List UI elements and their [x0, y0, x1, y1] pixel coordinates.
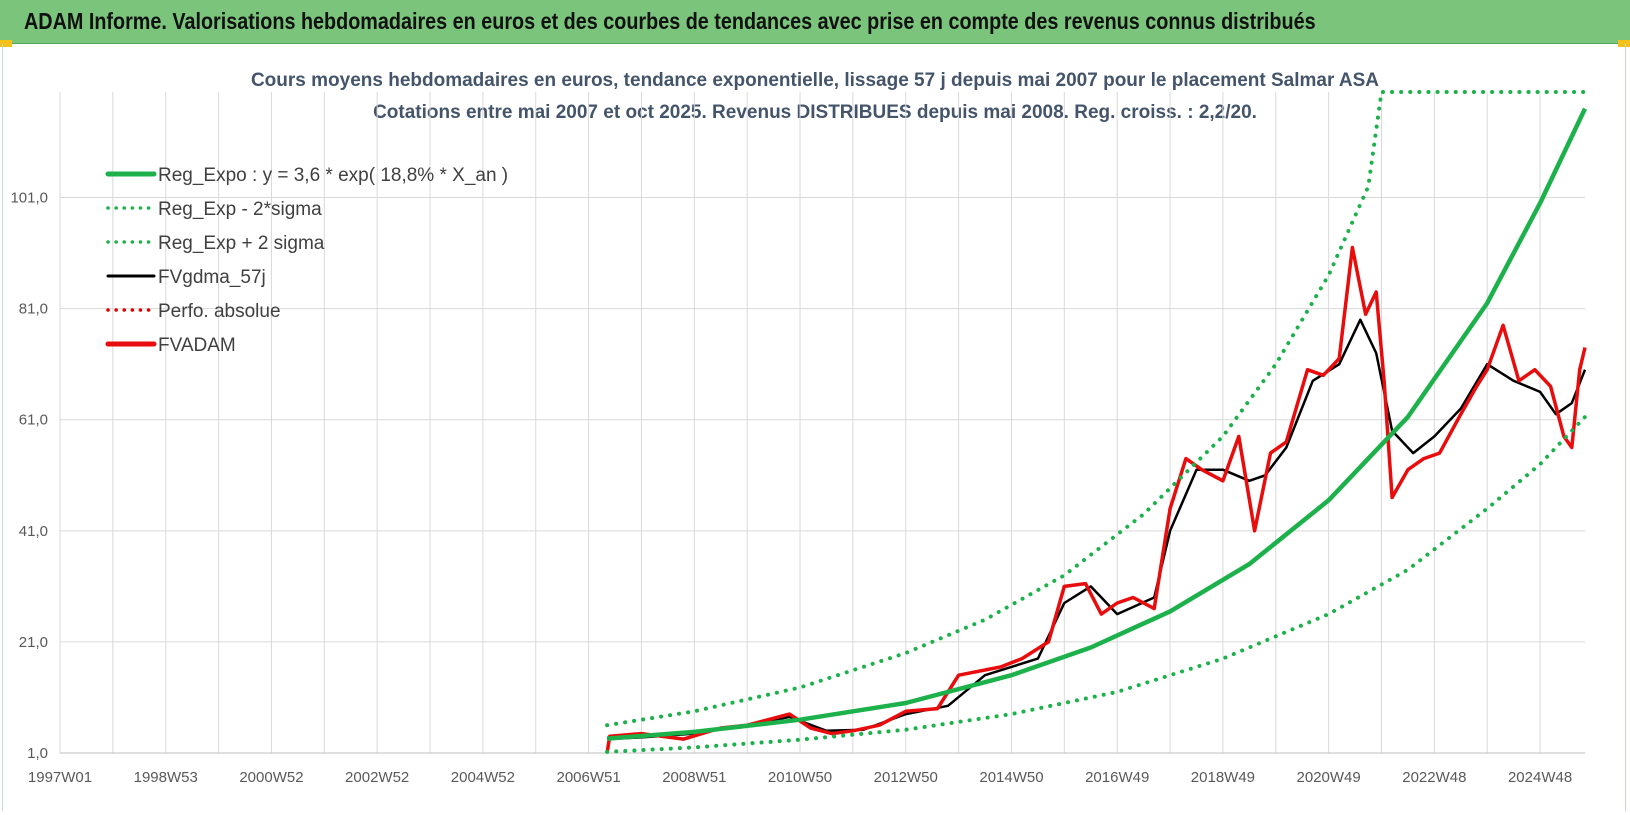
x-tick-label: 2024W48	[1508, 769, 1572, 786]
report-header: ADAM Informe. Valorisations hebdomadaire…	[0, 0, 1630, 44]
y-tick-label: 101,0	[10, 190, 48, 207]
legend: Reg_Expo : y = 3,6 * exp( 18,8% * X_an )…	[105, 165, 508, 356]
reg-exp-minus-2sigma-line	[605, 414, 1587, 754]
y-tick-label: 81,0	[19, 301, 48, 318]
x-tick-label: 2006W51	[556, 769, 620, 786]
x-tick-label: 2010W50	[768, 769, 832, 786]
x-tick-label: 2012W50	[874, 769, 938, 786]
x-tick-label: 2008W51	[662, 769, 726, 786]
x-tick-label: 1998W53	[134, 769, 198, 786]
legend-label: Reg_Expo : y = 3,6 * exp( 18,8% * X_an )	[158, 165, 508, 186]
legend-label: Reg_Exp - 2*sigma	[158, 199, 322, 220]
x-tick-label: 2004W52	[451, 769, 515, 786]
reg-exp-plus-2sigma-line	[605, 90, 1587, 728]
corner-marker-left	[0, 40, 12, 47]
y-tick-label: 1,0	[27, 745, 48, 762]
chart-title: Cours moyens hebdomadaires en euros, ten…	[251, 70, 1379, 91]
x-tick-label: 2020W49	[1297, 769, 1361, 786]
legend-label: FVgdma_57j	[158, 267, 266, 288]
legend-label: Perfo. absolue	[158, 301, 281, 322]
report-title: ADAM Informe. Valorisations hebdomadaire…	[24, 8, 1316, 34]
x-tick-label: 2022W48	[1402, 769, 1466, 786]
legend-label: FVADAM	[158, 335, 236, 356]
x-tick-label: 2002W52	[345, 769, 409, 786]
x-tick-label: 2014W50	[979, 769, 1043, 786]
fvadam-line	[605, 245, 1587, 754]
y-tick-label: 41,0	[19, 523, 48, 540]
x-tick-label: 2016W49	[1085, 769, 1149, 786]
series-group	[605, 90, 1588, 754]
corner-marker-right	[1618, 40, 1630, 47]
x-tick-label: 2018W49	[1191, 769, 1255, 786]
chart-frame	[2, 44, 1626, 811]
axis-labels: 1,0 21,0 41,0 61,0 81,0 101,0 1997W01 1998W53 20…	[10, 190, 1572, 786]
chart-subtitle: Cotations entre mai 2007 et oct 2025. Re…	[373, 102, 1257, 123]
reg-expo-line	[606, 107, 1588, 741]
x-tick-label: 1997W01	[28, 769, 92, 786]
x-tick-label: 2000W52	[239, 769, 303, 786]
gridlines	[59, 92, 1585, 754]
y-tick-label: 21,0	[19, 634, 48, 651]
legend-label: Reg_Exp + 2 sigma	[158, 233, 325, 254]
y-tick-label: 61,0	[19, 412, 48, 429]
fvgdma-57j-line	[607, 318, 1587, 741]
